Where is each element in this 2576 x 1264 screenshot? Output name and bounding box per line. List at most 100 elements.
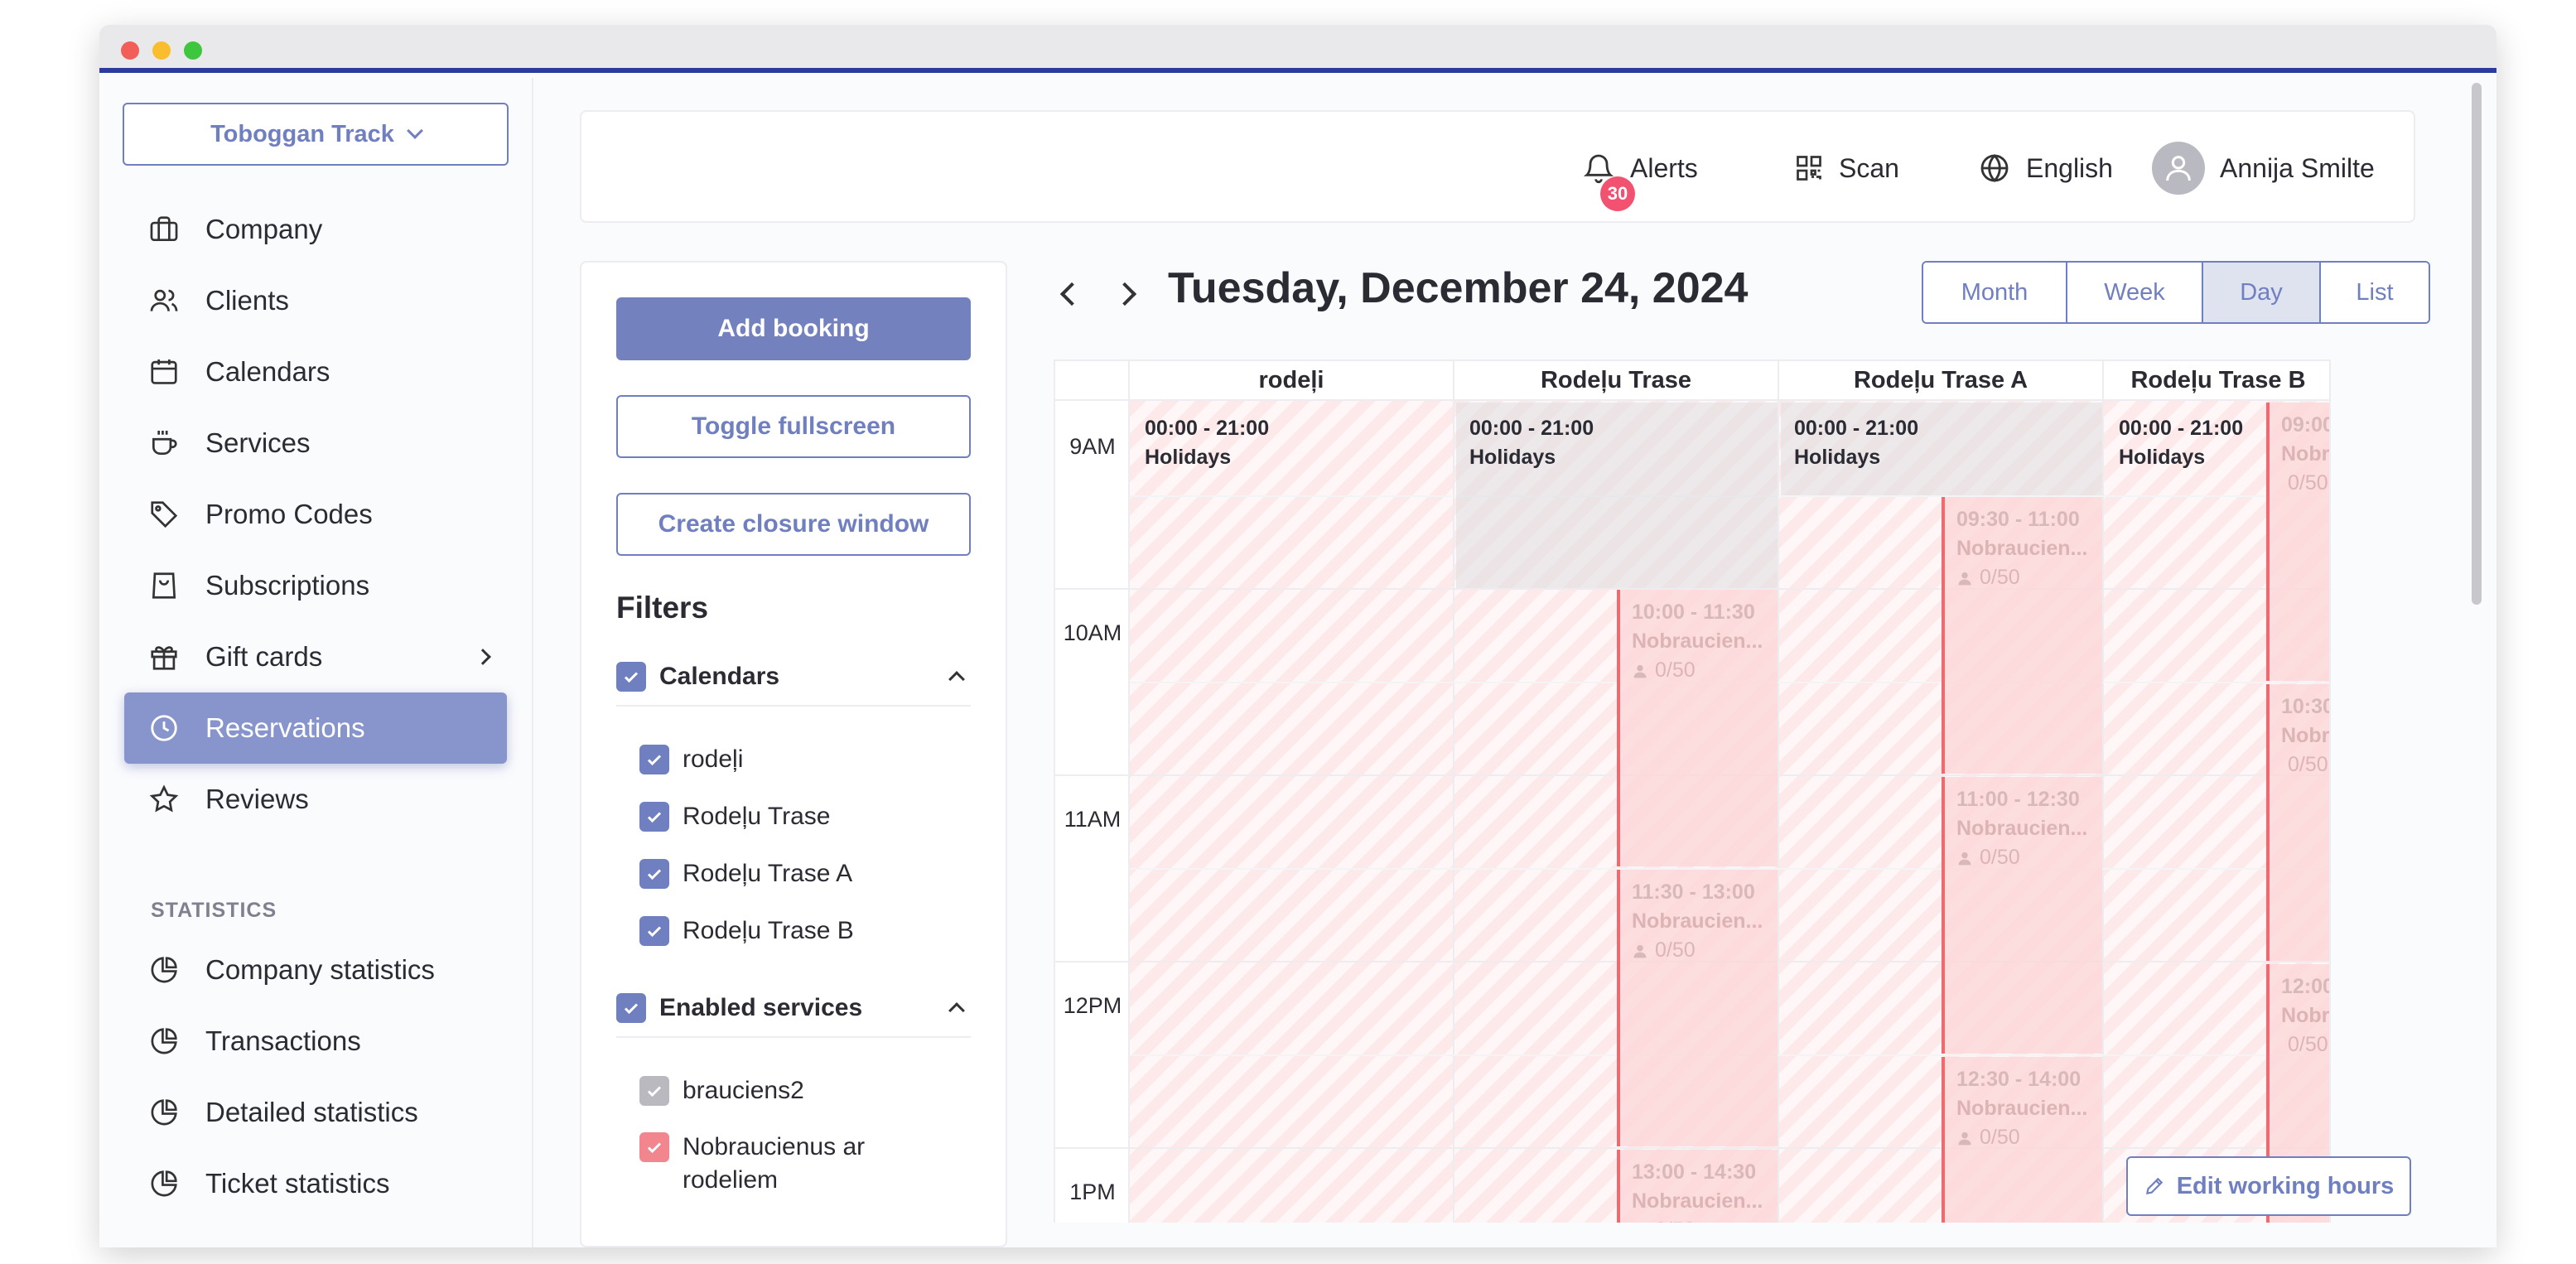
chevron-right-icon	[1112, 282, 1137, 306]
holiday-event[interactable]: 00:00 - 21:00 Holidays	[1781, 403, 2102, 495]
nav-item-gift-cards[interactable]: Gift cards	[124, 621, 507, 692]
holiday-label: Holidays	[1145, 446, 1232, 469]
holiday-time: 00:00 - 21:00	[1794, 417, 1919, 440]
nav-item-detailed-statistics[interactable]: Detailed statistics	[124, 1077, 507, 1148]
nav-label: Calendars	[205, 356, 330, 387]
prev-day-button[interactable]	[1059, 265, 1084, 323]
event-capacity: 0/50	[1632, 656, 1766, 685]
booking-event[interactable]: 11:30 - 13:00 Nobraucien... 0/50	[1617, 870, 1778, 1146]
holiday-event[interactable]: 00:00 - 21:00 Holidays	[1131, 403, 1453, 495]
organization-select[interactable]: Toboggan Track	[123, 103, 509, 166]
calendar-filter-label: rodeļi	[683, 745, 744, 773]
pie-chart-icon	[147, 1167, 181, 1200]
booking-event[interactable]: 10:00 - 11:30 Nobraucien... 0/50	[1617, 590, 1778, 866]
calendar-filter-item[interactable]: Rodeļu Trase A	[639, 857, 971, 890]
nav-item-ticket-statistics[interactable]: Ticket statistics	[124, 1148, 507, 1219]
clock-icon	[147, 712, 181, 745]
service-filter-item[interactable]: brauciens2	[639, 1074, 971, 1107]
calendar-icon	[147, 355, 181, 388]
grid-line	[1055, 588, 2329, 590]
nav-item-reviews[interactable]: Reviews	[124, 764, 507, 835]
holiday-time: 00:00 - 21:00	[2119, 417, 2244, 440]
create-closure-window-button[interactable]: Create closure window	[616, 493, 971, 556]
event-label: Nobraucien...	[2281, 1004, 2330, 1027]
nav-item-promo-codes[interactable]: Promo Codes	[124, 479, 507, 550]
calendars-group-checkbox[interactable]	[616, 662, 646, 692]
nav-item-reservations[interactable]: Reservations	[124, 692, 507, 764]
checkbox[interactable]	[639, 802, 669, 832]
calendar-filter-item[interactable]: Rodeļu Trase	[639, 800, 971, 833]
nav-item-calendars[interactable]: Calendars	[124, 336, 507, 408]
booking-event[interactable]: 09:00 - 10:30 Nobraucien... 0/50	[2266, 403, 2329, 681]
event-time: 11:30 - 13:00	[1632, 880, 1755, 904]
capacity-value: 0/50	[1980, 846, 2020, 869]
booking-event[interactable]: 11:00 - 12:30 Nobraucien... 0/50	[1942, 777, 2102, 1054]
scan-button[interactable]: Scan	[1794, 112, 1899, 224]
service-filter-item[interactable]: Nobraucienus ar rodeliem	[639, 1131, 971, 1197]
checkbox[interactable]	[639, 745, 669, 774]
nav-item-company-statistics[interactable]: Company statistics	[124, 934, 507, 1006]
add-booking-button[interactable]: Add booking	[616, 297, 971, 360]
event-label: Nobraucien...	[1956, 1097, 2088, 1120]
booking-event[interactable]: 12:30 - 14:00 Nobraucien... 0/50	[1942, 1057, 2102, 1223]
chevron-down-icon	[407, 123, 423, 139]
next-day-button[interactable]	[1112, 265, 1137, 323]
holiday-time: 00:00 - 21:00	[1469, 417, 1594, 440]
checkbox[interactable]	[639, 1132, 669, 1162]
holiday-event[interactable]: 00:00 - 21:00 Holidays	[1456, 403, 1778, 588]
close-window-button[interactable]	[121, 41, 139, 60]
nav-item-services[interactable]: Services	[124, 408, 507, 479]
user-menu[interactable]: Annija Smilte	[2152, 112, 2375, 224]
calendar-filter-item[interactable]: Rodeļu Trase B	[639, 914, 971, 948]
view-week-button[interactable]: Week	[2067, 263, 2203, 322]
nav-label: Ticket statistics	[205, 1168, 390, 1199]
booking-event[interactable]: 13:00 - 14:30 Nobraucien... 0/50	[1617, 1150, 1778, 1223]
event-capacity: 0/50	[1632, 936, 1766, 965]
chevron-up-icon[interactable]	[948, 1002, 965, 1019]
nav-item-clients[interactable]: Clients	[124, 265, 507, 336]
calendars-filter-header[interactable]: Calendars	[616, 649, 971, 707]
booking-event[interactable]: 09:30 - 11:00 Nobraucien... 0/50	[1942, 497, 2102, 774]
page-scrollbar[interactable]	[2472, 83, 2482, 605]
day-calendar-grid: rodeļi Rodeļu Trase Rodeļu Trase A Rodeļ…	[1054, 359, 2331, 1223]
checkbox[interactable]	[639, 1076, 669, 1106]
event-capacity: 0/50	[1956, 563, 2091, 592]
nav-label: Company	[205, 214, 323, 244]
booking-event[interactable]: 10:30 - 12:00 Nobraucien... 0/50	[2266, 684, 2329, 961]
language-select[interactable]: English	[1978, 112, 2113, 224]
view-list-button[interactable]: List	[2321, 263, 2429, 322]
chevron-up-icon[interactable]	[948, 671, 965, 687]
nav-item-company[interactable]: Company	[124, 194, 507, 265]
minimize-window-button[interactable]	[152, 41, 171, 60]
edit-working-hours-button[interactable]: Edit working hours	[2126, 1156, 2411, 1216]
toggle-fullscreen-button[interactable]: Toggle fullscreen	[616, 395, 971, 458]
maximize-window-button[interactable]	[184, 41, 202, 60]
hour-label: 1PM	[1069, 1180, 1116, 1204]
services-group-checkbox[interactable]	[616, 993, 646, 1023]
holiday-event[interactable]: 00:00 - 21:00 Holidays	[2106, 403, 2268, 495]
nav-label: Services	[205, 427, 311, 458]
capacity-value: 0/50	[2288, 1033, 2328, 1056]
checkbox[interactable]	[639, 859, 669, 889]
nav-label: Gift cards	[205, 641, 323, 672]
event-capacity: 0/50	[1956, 843, 2091, 872]
nav-item-subscriptions[interactable]: Subscriptions	[124, 550, 507, 621]
service-filter-label: brauciens2	[683, 1077, 804, 1104]
person-icon	[1958, 1131, 1971, 1145]
checkbox[interactable]	[639, 916, 669, 946]
alerts-button[interactable]: 30 Alerts	[1582, 112, 1698, 224]
nav-label: Reservations	[205, 712, 365, 743]
calendar-column[interactable]	[1130, 401, 1454, 1223]
title-bar	[99, 25, 2496, 73]
nav-item-transactions[interactable]: Transactions	[124, 1006, 507, 1077]
view-month-button[interactable]: Month	[1923, 263, 2067, 322]
hour-label: 9AM	[1069, 434, 1116, 459]
chevron-right-icon	[475, 649, 491, 665]
calendar-filter-item[interactable]: rodeļi	[639, 743, 971, 776]
event-label: Nobraucien...	[1632, 630, 1763, 653]
calendar-filter-label: Rodeļu Trase	[683, 803, 831, 830]
nav-label: Company statistics	[205, 954, 435, 985]
view-day-button[interactable]: Day	[2203, 263, 2321, 322]
nav-label: Subscriptions	[205, 570, 370, 601]
services-filter-header[interactable]: Enabled services	[616, 980, 971, 1038]
